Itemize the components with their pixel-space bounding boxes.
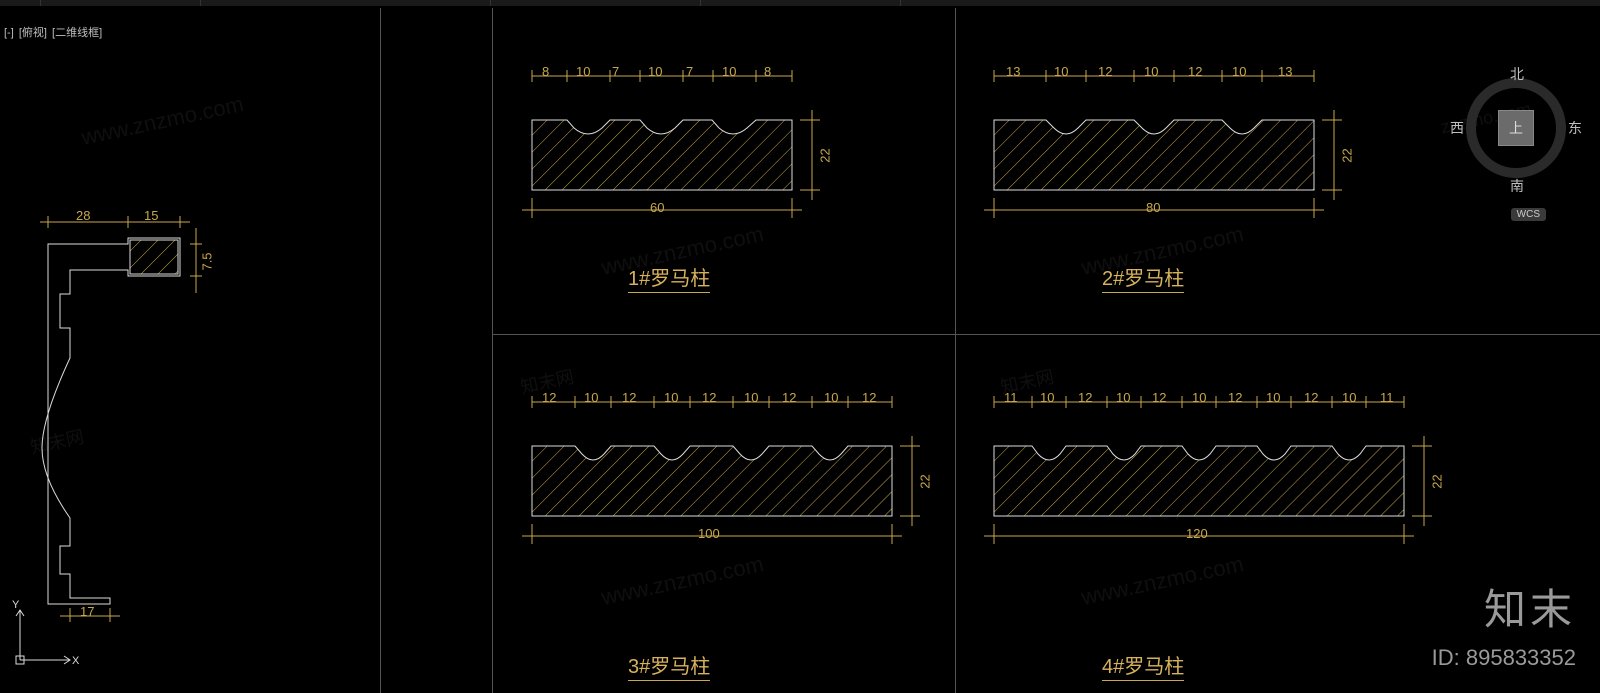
- column-3-figure: [522, 386, 942, 601]
- brand-id: ID: 895833352: [1432, 645, 1576, 671]
- ribbon-sep: [200, 0, 201, 6]
- viewcube-south[interactable]: 南: [1510, 176, 1524, 196]
- ribbon-sep: [700, 0, 701, 6]
- c3-d1: 10: [584, 390, 598, 405]
- c3-d4: 12: [702, 390, 716, 405]
- c4-d3: 10: [1116, 390, 1130, 405]
- c3-d7: 10: [824, 390, 838, 405]
- c4-w: 120: [1186, 526, 1208, 541]
- divider-horizontal-mid: [492, 334, 1600, 335]
- c3-d8: 12: [862, 390, 876, 405]
- viewcube-east[interactable]: 东: [1568, 118, 1582, 138]
- c4-d0: 11: [1004, 390, 1018, 405]
- c2-d4: 12: [1188, 64, 1202, 79]
- app-root: ‒ ▢ ✕ [-] [俯视] [二维线框] www.znzmo.com www.…: [0, 0, 1600, 693]
- c4-d8: 12: [1304, 390, 1318, 405]
- c2-h: 22: [1340, 148, 1355, 162]
- svg-text:Y: Y: [12, 599, 20, 611]
- viewcube[interactable]: 上 北 南 西 东: [1456, 68, 1576, 188]
- ribbon-sep: [490, 0, 491, 6]
- dim-text-15: 15: [144, 208, 158, 223]
- c2-d6: 13: [1278, 64, 1292, 79]
- c1-d4: 7: [686, 64, 693, 79]
- c1-d5: 10: [722, 64, 736, 79]
- c4-d6: 12: [1228, 390, 1242, 405]
- c2-d5: 10: [1232, 64, 1246, 79]
- c3-d2: 12: [622, 390, 636, 405]
- column-4-figure: [984, 386, 1464, 601]
- viewport-controls[interactable]: [-] [俯视] [二维线框]: [4, 24, 104, 40]
- c4-d2: 12: [1078, 390, 1092, 405]
- column-1-title: 1#罗马柱: [628, 262, 710, 291]
- drawing-canvas[interactable]: [-] [俯视] [二维线框] www.znzmo.com www.znzmo.…: [0, 8, 1600, 693]
- viewport-bracket[interactable]: [-]: [4, 27, 14, 39]
- brand-logo: 知末: [1484, 576, 1576, 637]
- c1-d2: 7: [612, 64, 619, 79]
- c1-h: 22: [818, 148, 833, 162]
- divider-vertical-mid: [955, 8, 956, 693]
- column-2-title: 2#罗马柱: [1102, 262, 1184, 291]
- c3-d6: 12: [782, 390, 796, 405]
- c2-d2: 12: [1098, 64, 1112, 79]
- column-3-title: 3#罗马柱: [628, 650, 710, 679]
- c4-d4: 12: [1152, 390, 1166, 405]
- viewport-view[interactable]: [俯视]: [19, 27, 47, 39]
- column-4-title: 4#罗马柱: [1102, 650, 1184, 679]
- divider-vertical-left2: [492, 8, 493, 693]
- c4-d10: 11: [1380, 390, 1394, 405]
- c2-d0: 13: [1006, 64, 1020, 79]
- c4-d5: 10: [1192, 390, 1206, 405]
- c1-d1: 10: [576, 64, 590, 79]
- divider-vertical-left: [380, 8, 381, 693]
- viewcube-north[interactable]: 北: [1510, 64, 1524, 84]
- ribbon-sep: [900, 0, 901, 6]
- column-2-figure: [984, 60, 1384, 275]
- wcs-badge[interactable]: WCS: [1511, 208, 1546, 221]
- dim-text-17: 17: [80, 604, 94, 619]
- c3-h: 22: [918, 474, 933, 488]
- dim-text-7p5: 7.5: [200, 252, 215, 270]
- c2-d1: 10: [1054, 64, 1068, 79]
- ribbon-bar: [0, 0, 1600, 6]
- c3-d0: 12: [542, 390, 556, 405]
- dim-text-28: 28: [76, 208, 90, 223]
- c3-d3: 10: [664, 390, 678, 405]
- left-profile-figure: [30, 198, 250, 633]
- c2-w: 80: [1146, 200, 1160, 215]
- c4-d7: 10: [1266, 390, 1280, 405]
- viewcube-face-top[interactable]: 上: [1498, 110, 1534, 146]
- c1-d0: 8: [542, 64, 549, 79]
- c3-d5: 10: [744, 390, 758, 405]
- c4-h: 22: [1430, 474, 1445, 488]
- c4-d9: 10: [1342, 390, 1356, 405]
- c1-d3: 10: [648, 64, 662, 79]
- c1-d6: 8: [764, 64, 771, 79]
- c2-d3: 10: [1144, 64, 1158, 79]
- watermark: www.znzmo.com: [79, 91, 246, 151]
- viewcube-west[interactable]: 西: [1450, 118, 1464, 138]
- c3-w: 100: [698, 526, 720, 541]
- column-1-figure: [522, 60, 862, 275]
- viewport-style[interactable]: [二维线框]: [52, 27, 102, 39]
- svg-text:X: X: [72, 655, 80, 667]
- c1-w: 60: [650, 200, 664, 215]
- c4-d1: 10: [1040, 390, 1054, 405]
- ribbon-sep: [40, 0, 41, 6]
- ucs-icon[interactable]: Y X: [10, 602, 80, 677]
